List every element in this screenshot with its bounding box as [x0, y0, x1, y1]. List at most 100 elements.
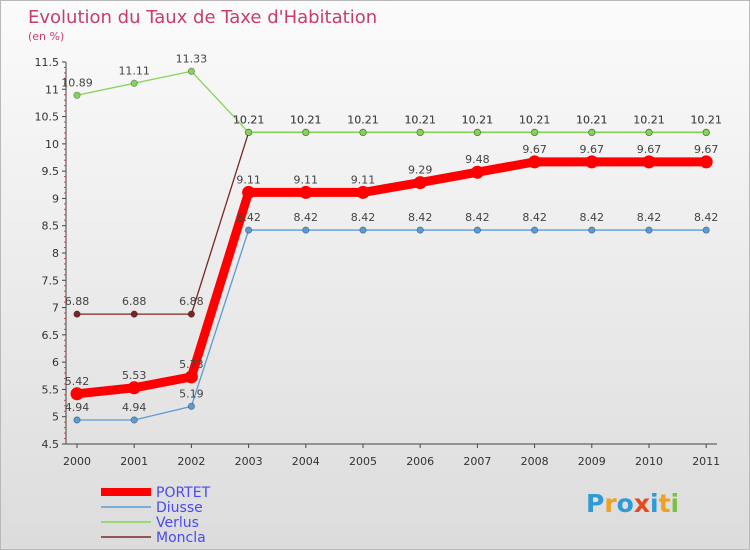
data-point-verlus: [702, 128, 710, 136]
data-point-diusse: [359, 226, 367, 234]
y-tick-label: 5.5: [42, 383, 60, 396]
data-label-verlus: 10.21: [290, 113, 322, 126]
data-point-diusse: [530, 226, 539, 234]
y-tick-label: 11: [45, 83, 59, 96]
data-point-diusse: [187, 402, 195, 410]
y-tick-label: 10.5: [35, 111, 60, 124]
chart-title: Evolution du Taux de Taxe d'Habitation: [28, 7, 378, 28]
data-label-verlus: 10.21: [462, 113, 494, 126]
data-point-diusse: [702, 226, 710, 234]
logo-letter: x: [633, 489, 650, 518]
data-label-diusse: 8.42: [694, 211, 719, 224]
data-point-verlus: [588, 128, 596, 136]
data-point-portet: [528, 155, 542, 169]
x-tick-label: 2001: [120, 455, 148, 468]
data-point-portet: [585, 155, 599, 169]
data-label-portet: 9.67: [637, 143, 662, 156]
data-labels-layer: 6.88 6.88 6.88 10.21 10.21 10.21 10.21 10.21 10.…: [61, 52, 722, 414]
data-label-portet: 9.29: [408, 164, 433, 177]
data-label-portet: 5.73: [179, 358, 204, 371]
data-point-diusse: [130, 416, 138, 424]
data-label-moncla: 10.21: [290, 113, 322, 126]
data-label-moncla: 10.21: [519, 113, 551, 126]
data-label-portet: 5.53: [122, 369, 147, 382]
logo-letter: i: [670, 489, 680, 518]
y-tick-label: 4.5: [42, 438, 60, 451]
x-tick-label: 2000: [63, 455, 91, 468]
data-point-diusse: [645, 226, 653, 234]
data-point-moncla: [187, 310, 195, 318]
data-label-diusse: 8.42: [294, 211, 319, 224]
chart-unit-label: (en %): [28, 30, 65, 43]
data-label-portet: 9.11: [294, 173, 319, 186]
data-point-portet: [413, 176, 427, 190]
data-point-diusse: [588, 226, 596, 234]
data-label-diusse: 8.42: [351, 211, 376, 224]
data-label-moncla: 10.21: [233, 113, 265, 126]
x-tick-label: 2007: [463, 455, 491, 468]
data-label-moncla: 10.21: [404, 113, 436, 126]
data-label-moncla: 10.21: [576, 113, 608, 126]
data-point-portet: [127, 381, 141, 395]
data-point-portet: [642, 155, 656, 169]
data-label-verlus: 10.21: [519, 113, 551, 126]
data-label-moncla: 10.21: [633, 113, 665, 126]
y-tick-label: 7: [52, 302, 59, 315]
logo-letter: i: [650, 489, 659, 518]
data-point-verlus: [302, 128, 310, 136]
x-tick-label: 2011: [692, 455, 720, 468]
proxiti-logo: Proxiti: [586, 489, 679, 518]
data-point-verlus: [187, 67, 195, 75]
data-point-portet: [70, 387, 84, 401]
x-tick-label: 2003: [235, 455, 263, 468]
data-point-portet: [356, 185, 370, 199]
data-point-verlus: [530, 128, 539, 136]
data-point-verlus: [73, 91, 81, 99]
data-point-portet: [299, 185, 313, 199]
data-label-verlus: 10.89: [61, 76, 93, 89]
data-label-verlus: 10.21: [690, 113, 722, 126]
data-label-verlus: 10.21: [576, 113, 608, 126]
y-tick-label: 8: [52, 247, 59, 260]
y-tick-label: 9.5: [42, 165, 60, 178]
axes: 4.5 5 5.5 6 6.5 7 7.5 8 8.5 9 9.5 10 10.5 11 11.5 2000 2…: [35, 56, 721, 468]
data-point-verlus: [359, 128, 367, 136]
data-label-portet: 9.67: [522, 143, 547, 156]
data-point-verlus: [130, 79, 138, 87]
data-label-verlus: 10.21: [347, 113, 379, 126]
x-tick-label: 2005: [349, 455, 377, 468]
data-label-verlus: 10.21: [233, 113, 265, 126]
data-point-moncla: [130, 310, 138, 318]
y-tick-label: 5: [52, 411, 59, 424]
data-label-verlus: 11.33: [176, 52, 208, 65]
data-label-verlus: 11.11: [118, 64, 150, 77]
data-label-diusse: 4.94: [65, 401, 90, 414]
y-tick-label: 6: [52, 356, 59, 369]
data-point-portet: [699, 155, 713, 169]
y-tick-label: 11.5: [35, 56, 60, 69]
data-label-portet: 9.67: [694, 143, 719, 156]
data-label-moncla: 6.88: [179, 295, 204, 308]
data-point-verlus: [245, 128, 253, 136]
legend-label-diusse: Diusse: [156, 500, 203, 516]
data-point-verlus: [416, 128, 424, 136]
data-label-diusse: 4.94: [122, 401, 147, 414]
y-tick-label: 9: [52, 192, 59, 205]
y-tick-label: 7.5: [42, 274, 60, 287]
data-label-moncla: 6.88: [122, 295, 147, 308]
logo-letter: P: [586, 489, 605, 518]
x-tick-label: 2004: [292, 455, 320, 468]
series-line-verlus: [76, 70, 707, 134]
data-label-portet: 5.42: [65, 375, 90, 388]
legend-label-moncla: Moncla: [156, 530, 206, 546]
data-point-diusse: [416, 226, 424, 234]
legend-label-verlus: Verlus: [156, 515, 199, 531]
data-label-diusse: 8.42: [465, 211, 490, 224]
y-tick-label: 10: [45, 138, 59, 151]
y-tick-label: 6.5: [42, 329, 60, 342]
data-label-diusse: 8.42: [522, 211, 547, 224]
data-label-diusse: 8.42: [236, 211, 261, 224]
data-label-verlus: 10.21: [404, 113, 436, 126]
